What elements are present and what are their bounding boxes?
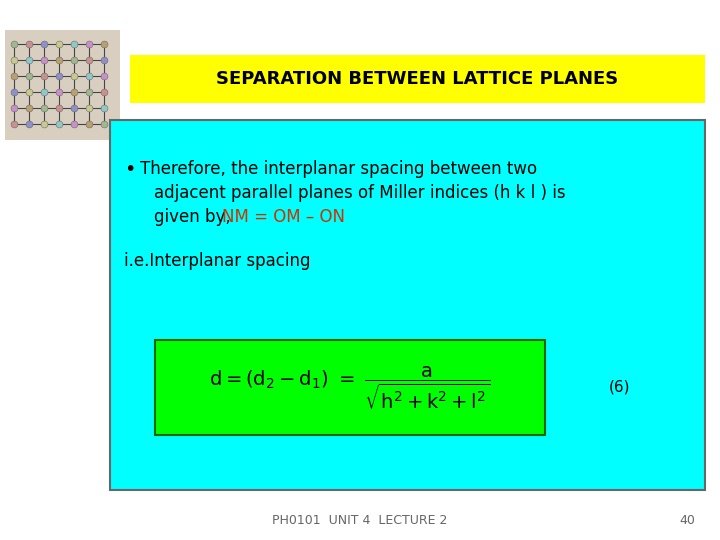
Bar — [110, 120, 705, 490]
Text: (6): (6) — [609, 380, 631, 395]
Text: given by,: given by, — [154, 208, 236, 226]
Text: Therefore, the interplanar spacing between two: Therefore, the interplanar spacing betwe… — [140, 160, 537, 178]
Bar — [5, 30, 120, 140]
Text: NM = OM – ON: NM = OM – ON — [222, 208, 345, 226]
Text: $\mathsf{d = \left(d_2 - d_1\right) \ = \ \dfrac{a}{\sqrt{h^2 + k^2 + l^2}}}$: $\mathsf{d = \left(d_2 - d_1\right) \ = … — [210, 364, 490, 411]
Text: PH0101  UNIT 4  LECTURE 2: PH0101 UNIT 4 LECTURE 2 — [272, 514, 448, 526]
Text: i.e.Interplanar spacing: i.e.Interplanar spacing — [124, 252, 310, 270]
Bar — [130, 55, 705, 103]
Text: 40: 40 — [679, 514, 695, 526]
Text: adjacent parallel planes of Miller indices (h k l ) is: adjacent parallel planes of Miller indic… — [154, 184, 566, 202]
Bar — [155, 340, 545, 435]
Text: SEPARATION BETWEEN LATTICE PLANES: SEPARATION BETWEEN LATTICE PLANES — [217, 70, 618, 88]
Text: •: • — [124, 160, 135, 179]
